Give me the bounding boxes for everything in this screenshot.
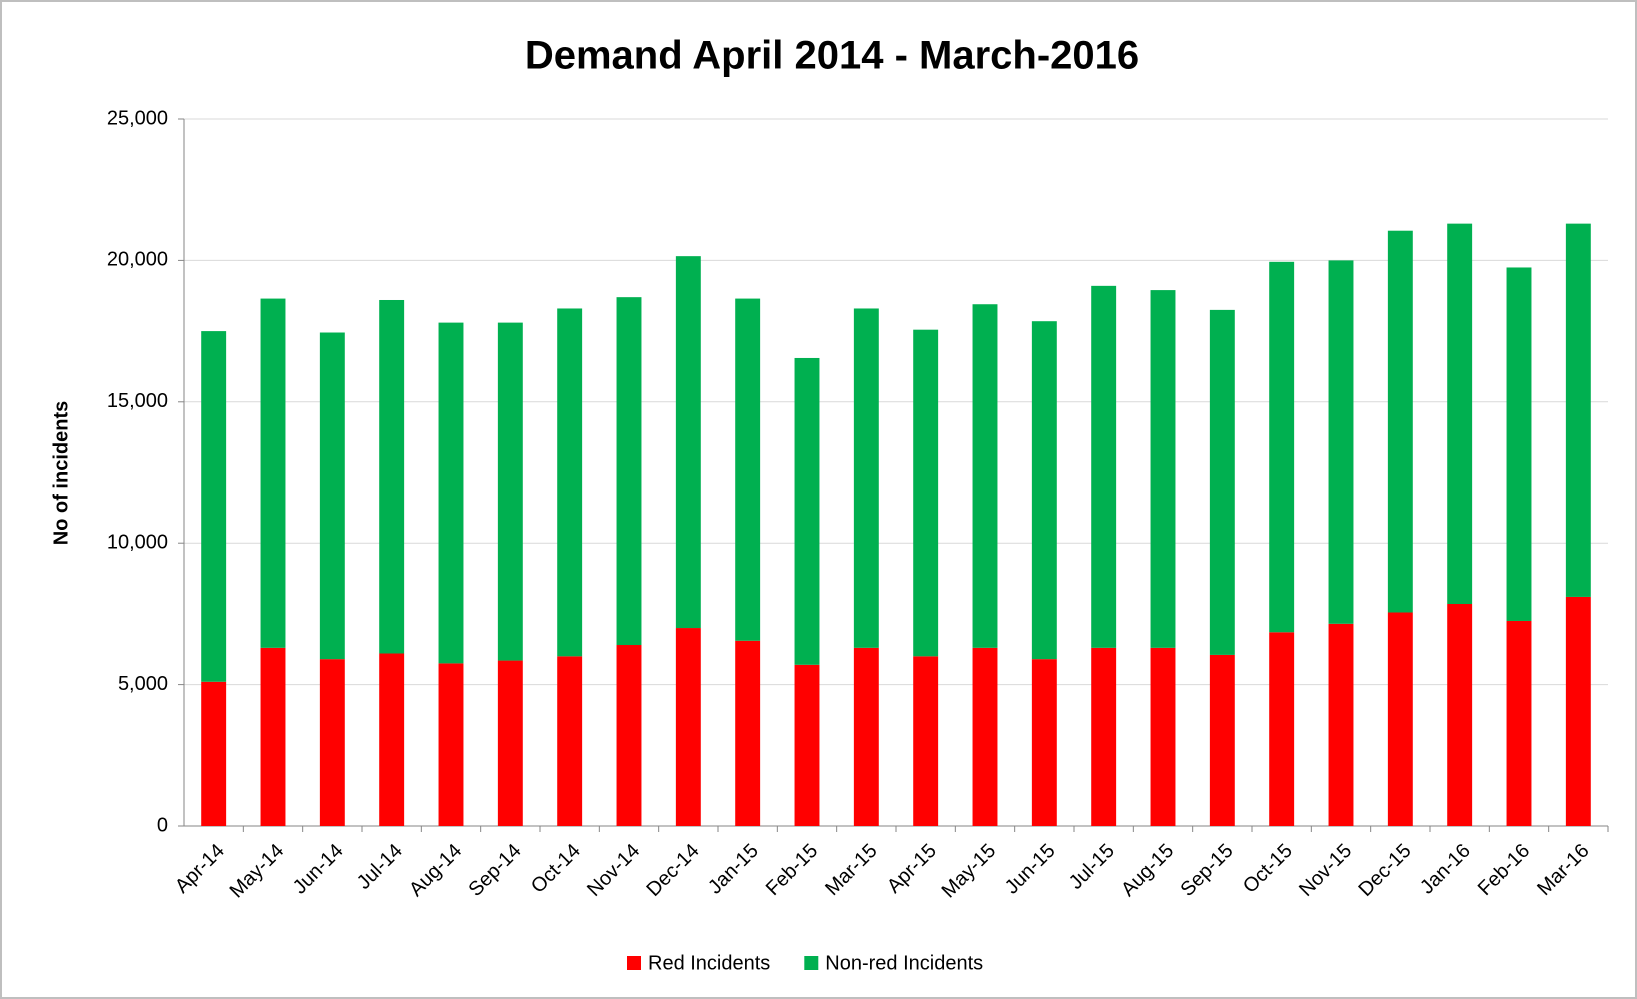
bar-segment <box>1506 620 1532 826</box>
bar-segment <box>1447 604 1473 826</box>
bar-segment <box>1387 230 1413 613</box>
bar-segment <box>913 656 939 826</box>
bar-segment <box>379 299 405 654</box>
bar-segment <box>735 640 761 826</box>
y-tick-label: 15,000 <box>107 390 168 412</box>
bar-segment <box>1565 223 1591 597</box>
bar-segment <box>1506 267 1532 621</box>
bar-segment <box>1447 223 1473 605</box>
bar-segment <box>319 332 345 660</box>
bar-segment <box>379 653 405 826</box>
bar-segment <box>319 659 345 826</box>
y-tick-label: 0 <box>157 814 168 836</box>
bar-segment <box>616 297 642 646</box>
bar-segment <box>675 256 701 629</box>
bar-segment <box>675 628 701 826</box>
y-axis-label: No of incidents <box>50 401 72 545</box>
bar-segment <box>438 663 464 826</box>
bar-segment <box>1387 612 1413 826</box>
bar-segment <box>913 329 939 657</box>
y-tick-label: 10,000 <box>107 531 168 553</box>
bar-segment <box>497 660 523 826</box>
bar-segment <box>853 308 879 648</box>
bar-segment <box>735 298 761 641</box>
bar-segment <box>1269 632 1295 826</box>
bar-segment <box>1328 260 1354 624</box>
bar-segment <box>557 308 583 657</box>
bar-segment <box>794 664 820 826</box>
bar-segment <box>1031 659 1057 826</box>
legend-label: Non-red Incidents <box>825 952 983 974</box>
bar-segment <box>438 322 464 664</box>
bar-segment <box>794 357 820 665</box>
bar-segment <box>260 298 286 648</box>
bar-segment <box>1269 261 1295 633</box>
bar-segment <box>1031 321 1057 660</box>
bar-segment <box>1209 654 1235 826</box>
y-tick-label: 5,000 <box>118 673 168 695</box>
bar-segment <box>1150 290 1176 648</box>
bar-segment <box>1209 309 1235 655</box>
bar-segment <box>1091 285 1117 648</box>
y-tick-label: 20,000 <box>107 249 168 271</box>
bar-segment <box>853 647 879 826</box>
bar-segment <box>497 322 523 661</box>
bar-segment <box>616 645 642 826</box>
bar-segment <box>972 304 998 648</box>
bar-segment <box>201 331 227 682</box>
bar-segment <box>260 647 286 826</box>
bar-segment <box>201 681 227 826</box>
bar-segment <box>1091 647 1117 826</box>
legend-label: Red Incidents <box>648 952 770 974</box>
bar-segment <box>1565 596 1591 826</box>
legend-swatch <box>627 956 641 970</box>
bar-segment <box>1328 623 1354 826</box>
legend-swatch <box>804 956 819 970</box>
bar-segment <box>972 647 998 826</box>
bar-segment <box>1150 647 1176 826</box>
y-tick-label: 25,000 <box>107 107 168 129</box>
bar-segment <box>557 656 583 826</box>
chart-title: Demand April 2014 - March-2016 <box>525 34 1139 78</box>
